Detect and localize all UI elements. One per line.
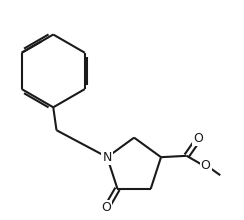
Text: N: N: [102, 151, 112, 164]
Text: O: O: [193, 132, 203, 145]
Text: O: O: [102, 202, 111, 214]
Text: O: O: [201, 159, 211, 172]
